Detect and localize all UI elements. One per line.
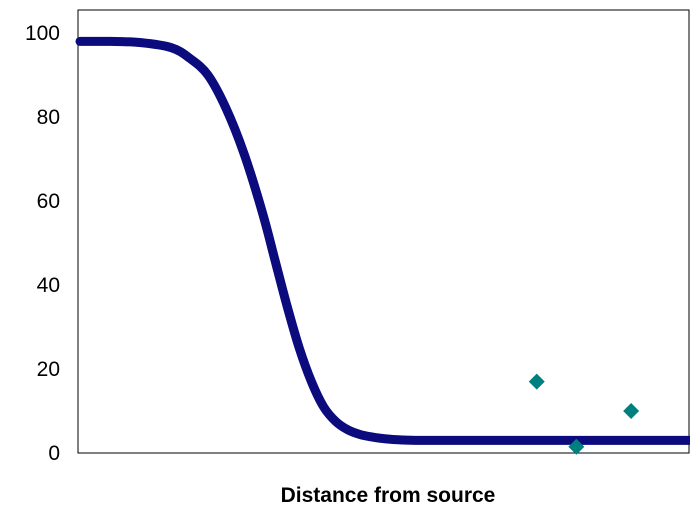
series-layer: [75, 36, 690, 455]
series-line: [75, 36, 690, 445]
y-tick-label: 80: [37, 106, 60, 129]
scatter-point: [568, 438, 585, 455]
scatter-point: [623, 403, 640, 419]
y-tick-label: 60: [37, 190, 60, 213]
y-tick-label: 20: [37, 358, 60, 381]
y-axis: 0 20 40 60 80 100: [25, 22, 60, 465]
plot-area: [77, 9, 690, 454]
x-axis-title: Distance from source: [281, 484, 496, 507]
scatter-point: [528, 373, 545, 390]
y-tick-label: 100: [25, 22, 60, 45]
y-tick-label: 40: [37, 274, 60, 297]
y-tick-label: 0: [48, 442, 60, 465]
